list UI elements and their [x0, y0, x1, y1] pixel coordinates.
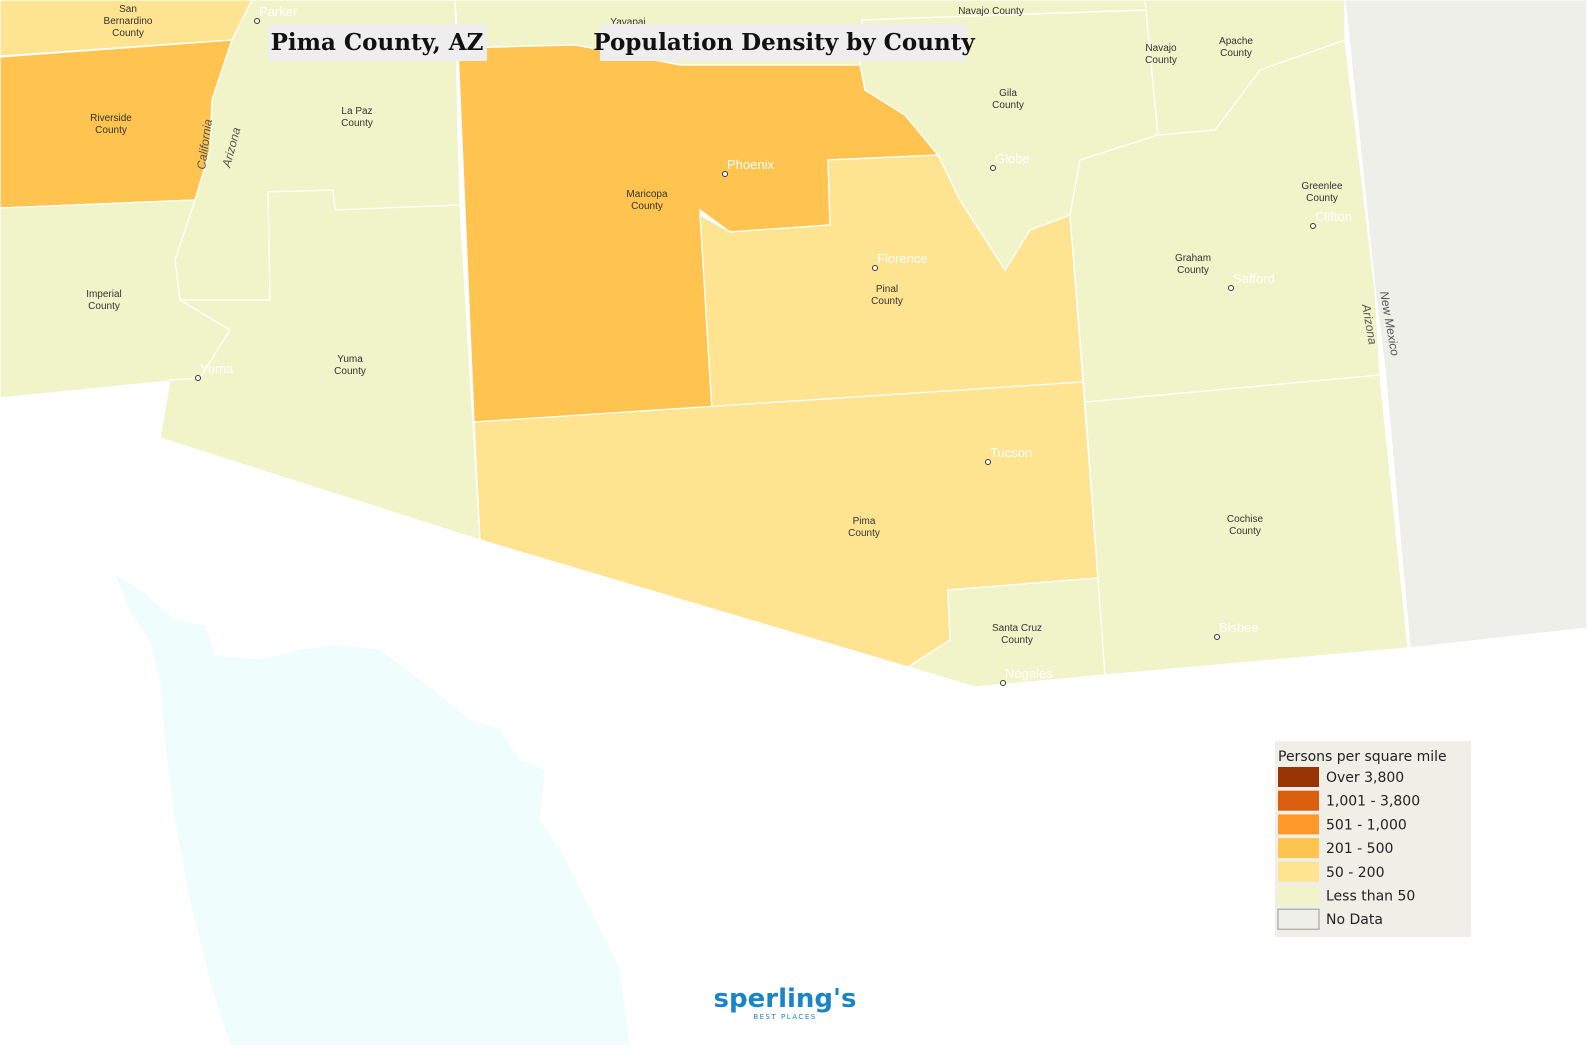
county-label-line: Riverside: [90, 113, 132, 124]
county-label-line: San: [119, 4, 137, 15]
county-label: Apache County: [1219, 36, 1253, 59]
county-label-line: County: [1001, 635, 1033, 646]
county-label: Navajo County: [958, 6, 1024, 17]
county-label-line: Pima: [853, 516, 876, 527]
city-label: Clifton: [1315, 209, 1352, 224]
county-label-line: County: [1220, 48, 1252, 59]
legend-label: 50 - 200: [1326, 865, 1385, 881]
county-label-line: La Paz: [341, 106, 372, 117]
county: [1069, 39, 1381, 403]
logo: sperling's: [714, 984, 857, 1014]
subtitle: Population Density by County: [593, 29, 975, 56]
county-label: Santa Cruz County: [992, 623, 1042, 646]
city-label: Florence: [877, 251, 928, 266]
title: Pima County, AZ: [271, 29, 484, 56]
county-label: La Paz County: [341, 106, 373, 129]
county-label-line: Yavapai: [610, 17, 645, 28]
city-marker: [1214, 634, 1220, 640]
county-label: Cochise County: [1227, 514, 1264, 537]
county-label-line: Bernardino: [104, 16, 153, 27]
county-label: Pima County: [848, 516, 880, 539]
legend-label: 201 - 500: [1326, 841, 1393, 857]
county: [0, 39, 233, 209]
city-label: Yuma: [200, 361, 234, 376]
legend-label: Over 3,800: [1326, 770, 1404, 786]
county-label: Maricopa County: [626, 189, 668, 212]
city-label: Bisbee: [1219, 620, 1259, 635]
legend-swatch: [1277, 908, 1320, 930]
county-label-line: County: [95, 125, 127, 136]
city-label: Tucson: [990, 445, 1032, 460]
city-marker: [1000, 680, 1006, 686]
logo-tagline: BEST PLACES: [753, 1013, 816, 1021]
county-label-line: Maricopa: [626, 189, 668, 200]
legend-items: Over 3,800 1,001 - 3,800 501 - 1,000 201 - …: [1277, 767, 1420, 930]
county-label: Greenlee County: [1301, 181, 1343, 204]
county-label-line: Santa Cruz: [992, 623, 1042, 634]
county-label-line: County: [1177, 265, 1209, 276]
county-label-line: County: [992, 100, 1024, 111]
county-label: Gila County: [992, 88, 1024, 111]
county-label-line: County: [88, 301, 120, 312]
city-marker: [990, 165, 996, 171]
county-label-line: County: [1306, 193, 1338, 204]
county: [159, 189, 481, 541]
city-marker: [1310, 223, 1316, 229]
legend-label: 1,001 - 3,800: [1326, 794, 1420, 810]
county-label-line: Cochise: [1227, 514, 1264, 525]
county-label-line: County: [112, 28, 144, 39]
county-label-line: County: [341, 118, 373, 129]
city-label: Safford: [1233, 271, 1275, 286]
county-label: Yavapai: [610, 17, 645, 28]
county-label-line: Graham: [1175, 253, 1211, 264]
legend-title: Persons per square mile: [1278, 749, 1447, 765]
legend-swatch: [1278, 885, 1319, 906]
city-marker: [722, 171, 728, 177]
county-label-line: County: [631, 201, 663, 212]
county-label-line: Apache: [1219, 36, 1253, 47]
county-label-line: County: [1145, 55, 1177, 66]
county-label-line: County: [871, 296, 903, 307]
county-label-line: Pinal: [876, 284, 898, 295]
city-marker: [872, 265, 878, 271]
city-label: Phoenix: [727, 157, 774, 172]
county-label: Imperial County: [86, 289, 122, 312]
county-label-line: County: [848, 528, 880, 539]
county-label-line: Yuma: [337, 354, 363, 365]
county-label-line: Imperial: [86, 289, 122, 300]
city-marker: [195, 375, 201, 381]
city-label: Parker: [259, 4, 298, 19]
city-marker: [1228, 285, 1234, 291]
legend-label: 501 - 1,000: [1326, 817, 1407, 833]
county-label-line: Navajo County: [958, 6, 1024, 17]
city-label: Globe: [995, 151, 1030, 166]
legend-swatch: [1278, 861, 1319, 882]
county-label-line: County: [334, 366, 366, 377]
water: [115, 575, 630, 1045]
county-label: San Bernardino County: [104, 4, 153, 39]
county-label: Yuma County: [334, 354, 366, 377]
city-label: Nogales: [1005, 666, 1053, 681]
county-label: Graham County: [1175, 253, 1211, 276]
county-label-line: County: [1229, 526, 1261, 537]
county-label-line: Greenlee: [1301, 181, 1343, 192]
legend-label: No Data: [1326, 912, 1383, 928]
subtitle-box: [600, 24, 967, 61]
county-label-line: Navajo: [1145, 43, 1177, 54]
county-label-line: Gila: [999, 88, 1017, 99]
county-label: Navajo County: [1145, 43, 1177, 66]
county-label: Riverside County: [90, 113, 132, 136]
city-marker: [254, 18, 260, 24]
county: [1084, 374, 1409, 676]
legend-swatch: [1278, 790, 1319, 811]
legend-swatch: [1278, 838, 1319, 859]
legend-label: Less than 50: [1326, 889, 1415, 905]
legend-swatch: [1278, 767, 1319, 787]
title-box: [268, 24, 487, 61]
county-label: Pinal County: [871, 284, 903, 307]
city-marker: [985, 459, 991, 465]
legend-swatch: [1278, 814, 1319, 835]
